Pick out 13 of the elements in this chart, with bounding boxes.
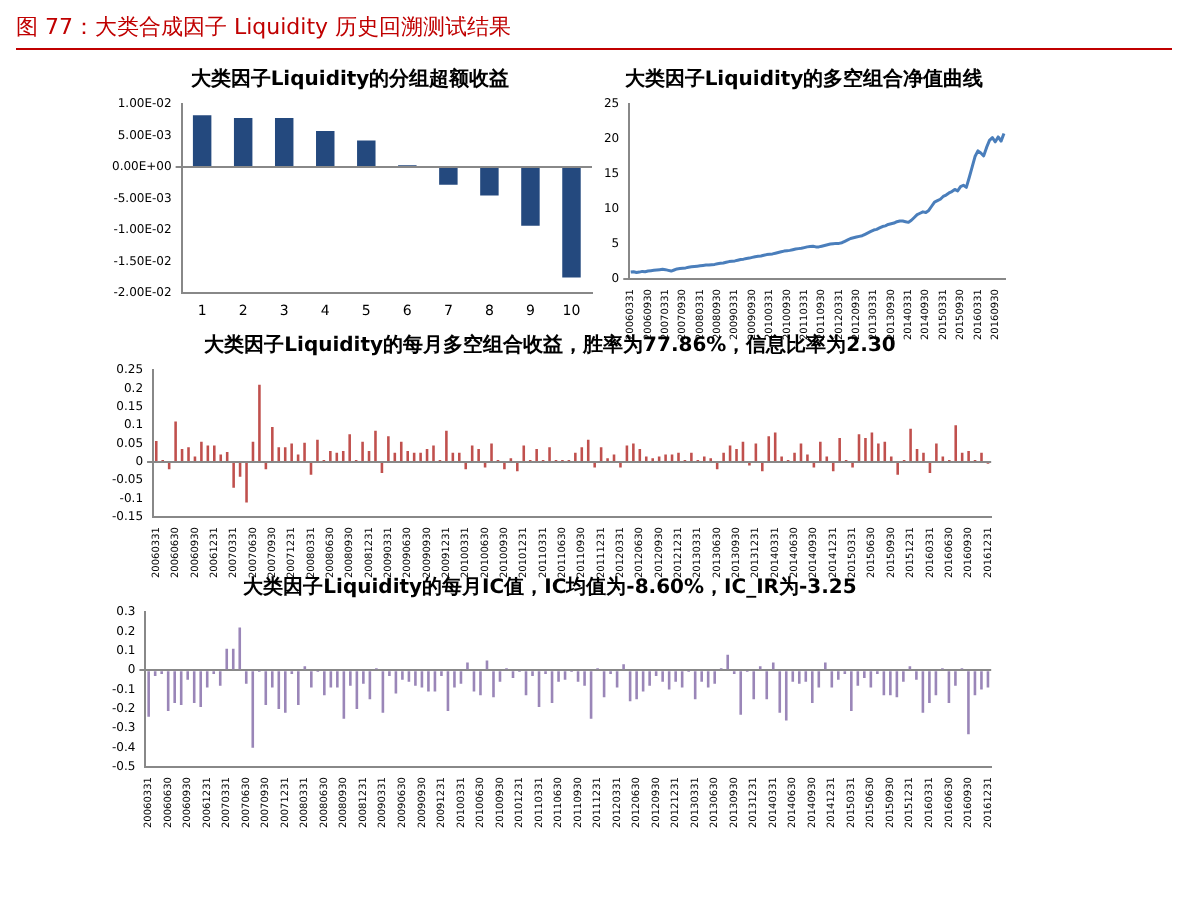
bar: [274, 117, 294, 167]
chart-title: 大类因子Liquidity的分组超额收益: [188, 67, 510, 92]
bar: [316, 131, 335, 167]
bar: [192, 115, 212, 167]
chart-title: 大类因子Liquidity的多空组合净值曲线: [622, 67, 984, 92]
bar: [439, 168, 458, 185]
chart-title: 大类因子Liquidity的每月IC值，IC均值为-8.60%，IC_IR为-3.25: [241, 575, 857, 600]
bar: [562, 168, 581, 278]
caption: 图 77：大类合成因子 Liquidity 历史回溯测试结果: [16, 14, 512, 40]
bar: [357, 140, 376, 167]
bar: [521, 168, 540, 226]
bar: [480, 168, 499, 196]
bar: [233, 117, 253, 167]
